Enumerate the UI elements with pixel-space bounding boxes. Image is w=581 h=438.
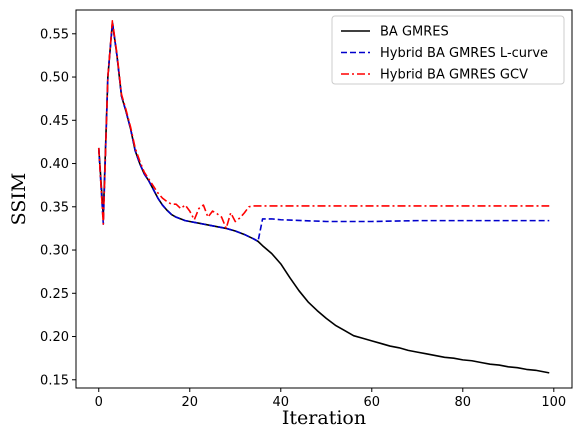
series-layer [97,20,550,374]
y-tick-label: 0.25 [40,287,69,302]
y-tick-label: 0.20 [40,330,69,345]
y-tick-label: 0.55 [40,27,69,42]
legend-label-3: Hybrid BA GMRES GCV [380,68,528,83]
legend: BA GMRES Hybrid BA GMRES L-curve Hybrid BA… [331,15,565,85]
x-tick-label: 100 [541,395,566,410]
legend-box [331,15,565,85]
y-tick-label: 0.45 [40,114,69,129]
x-tick-label: 60 [364,395,381,410]
axes-frame [75,9,573,389]
series-line-3 [97,20,550,230]
legend-items: BA GMRES Hybrid BA GMRES L-curve Hybrid BA… [341,25,548,83]
x-tick-label: 80 [455,395,472,410]
series-line-2 [97,21,550,243]
y-ticks: 0.15 0.20 0.25 0.30 0.35 0.40 0.45 0.50 0.55 [40,27,76,388]
x-tick-label: 20 [181,395,198,410]
y-axis-title: SSIM [8,173,30,226]
legend-label-1: BA GMRES [380,25,449,40]
y-tick-label: 0.15 [40,373,69,388]
x-tick-label: 40 [272,395,289,410]
legend-label-2: Hybrid BA GMRES L-curve [380,46,548,61]
x-axis-title: Iteration [282,407,366,429]
x-tick-label: 0 [95,395,103,410]
y-tick-label: 0.35 [40,200,69,215]
y-tick-label: 0.40 [40,157,69,172]
y-tick-label: 0.50 [40,71,69,86]
y-tick-label: 0.30 [40,244,69,259]
x-ticks: 0 20 40 60 80 100 [95,388,566,410]
